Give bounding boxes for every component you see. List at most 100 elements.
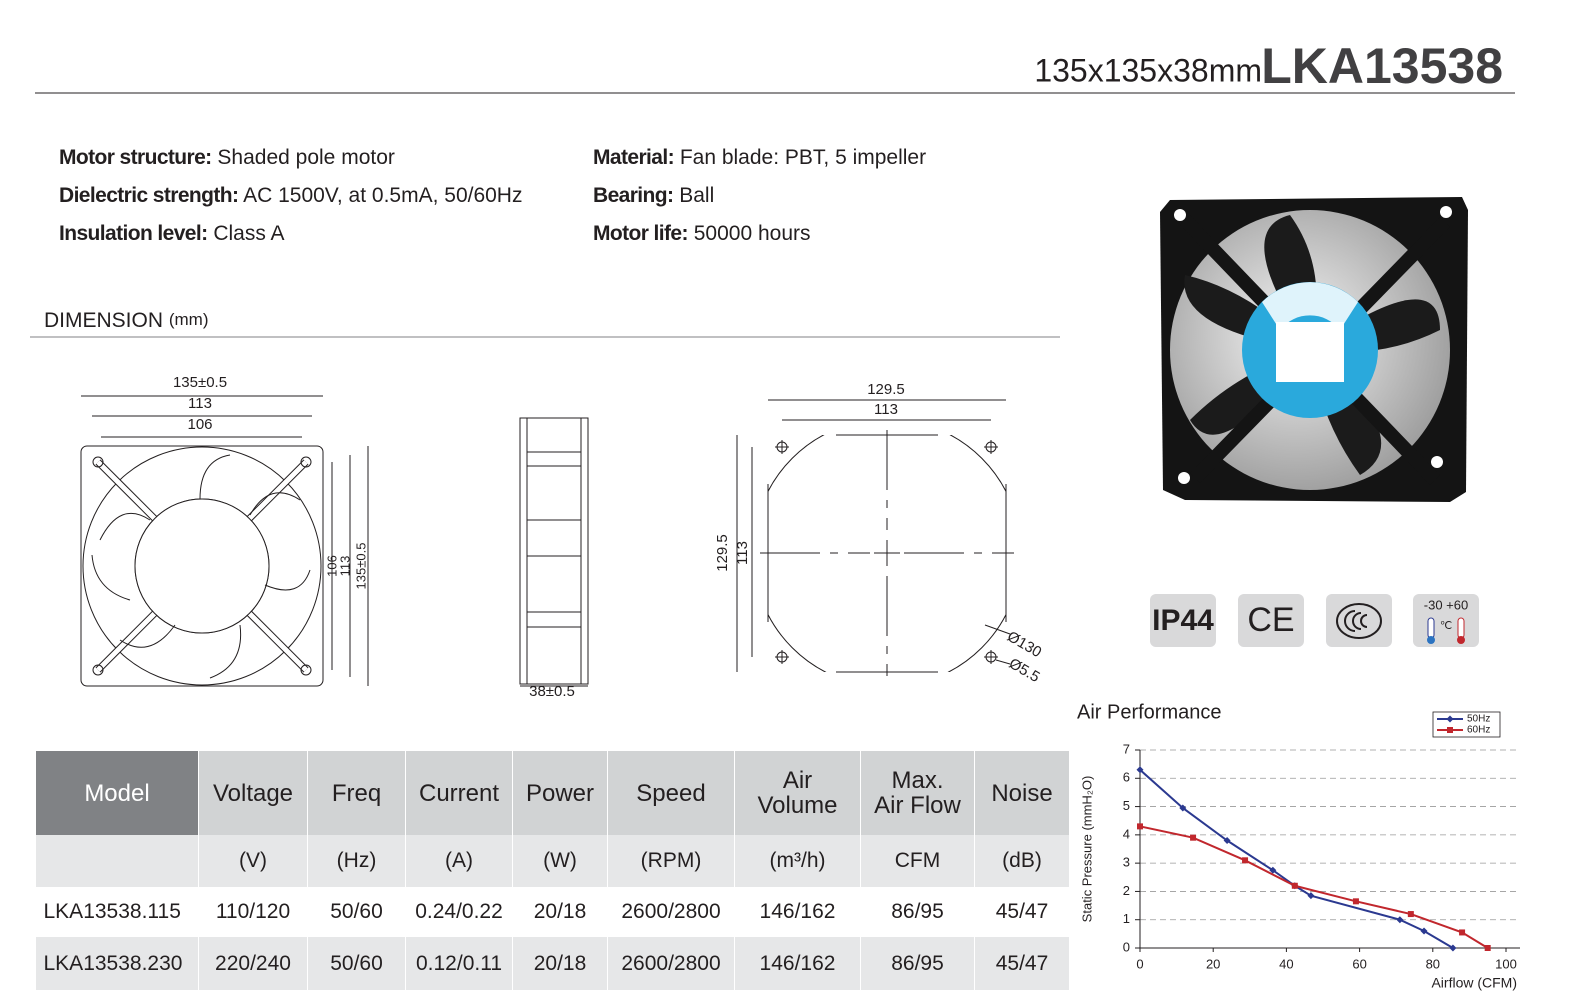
units-cell: (W) (512, 835, 608, 887)
struts-inner (96, 460, 308, 672)
data-cell: 50/60 (307, 937, 406, 990)
dim-title: DIMENSION (44, 309, 163, 332)
fan-hole (1174, 209, 1186, 221)
spec: Material: Fan blade: PBT, 5 impeller (593, 146, 926, 170)
thermo-cold-bulb (1427, 636, 1435, 644)
y-tick-label: 1 (1123, 911, 1130, 926)
table: Model Voltage Freq Current Power Speed Air Vol… (35, 751, 1069, 990)
thermo-hot-bulb (1457, 636, 1465, 644)
spec-value: Ball (679, 184, 715, 207)
front-view (80, 395, 369, 687)
x-tick-label: 60 (1352, 956, 1366, 971)
marker (1352, 898, 1359, 905)
data-cell: 45/47 (974, 937, 1069, 990)
chart-title: Air Performance (1077, 701, 1222, 723)
dim-label: 129.5 (714, 534, 731, 572)
badge (1326, 594, 1392, 647)
opening (82, 446, 322, 686)
fan-hole (1431, 456, 1443, 468)
spec: Motor structure: Shaded pole motor (59, 146, 395, 170)
holes (775, 440, 998, 664)
thermo-hot (1457, 617, 1465, 639)
marker (1307, 892, 1315, 900)
data-cell: 45/47 (974, 887, 1069, 937)
marker (1179, 804, 1187, 812)
header-cell: Current (405, 751, 513, 835)
marker (1269, 866, 1277, 874)
spec-label: Motor structure: (59, 146, 212, 169)
x-tick-label: 100 (1495, 956, 1517, 971)
fan-label-arc (1262, 282, 1358, 330)
spec: Bearing: Ball (593, 184, 714, 208)
spec-value: AC 1500V, at 0.5mA, 50/60Hz (243, 184, 523, 207)
data-cell: 20/18 (512, 937, 608, 990)
data-cell: 146/162 (734, 937, 861, 990)
hole (300, 664, 312, 676)
y-tick-label: 5 (1123, 798, 1130, 813)
header-cell: Voltage (198, 751, 308, 835)
hub-fill (134, 498, 270, 634)
data-row: LKA13538.115 110/120 50/60 0.24/0.22 20/18 26… (35, 887, 1069, 937)
spec-label: Motor life: (593, 222, 688, 245)
data-cell: 2600/2800 (607, 887, 735, 937)
hole-cross (984, 440, 998, 454)
data-cell: 110/120 (198, 887, 308, 937)
x-tick-label: 20 (1206, 956, 1220, 971)
mount-view (736, 399, 1014, 676)
fan-photo (1160, 197, 1468, 502)
data-cell: 146/162 (734, 887, 861, 937)
badge-temp-unit: ℃ (1440, 620, 1452, 632)
dim-label: 135±0.5 (173, 374, 227, 391)
y-tick-label: 2 (1123, 883, 1130, 898)
dim-label: 106 (324, 555, 339, 577)
badge (1238, 594, 1304, 647)
hole-cross (775, 440, 789, 454)
size: 135x135x38mm (1034, 52, 1262, 88)
fan-hole (1440, 206, 1452, 218)
units-cell: (m³/h) (734, 835, 861, 887)
fan-label (1276, 322, 1344, 382)
model: LKA13538 (1261, 38, 1503, 94)
dim-label: 113 (188, 395, 212, 412)
hole-cross (984, 650, 998, 664)
units-cell: (RPM) (607, 835, 735, 887)
hole (92, 456, 104, 468)
units-cell: (V) (198, 835, 308, 887)
x-tick-label: 40 (1279, 956, 1293, 971)
dim-label: 113 (337, 556, 352, 577)
marker (1420, 927, 1428, 935)
marker (1396, 916, 1404, 924)
dim-label: 129.5 (867, 381, 905, 398)
y-tick-label: 3 (1123, 855, 1130, 870)
legend-label: 60Hz (1467, 725, 1490, 736)
data-cell: 50/60 (307, 887, 406, 937)
spec-label: Material: (593, 146, 675, 169)
spec-label: Dielectric strength: (59, 184, 239, 207)
data-cell: 0.12/0.11 (405, 937, 513, 990)
data-cell: 220/240 (198, 937, 308, 990)
dimension-title: DIMENSION (mm) (44, 309, 209, 332)
dim-label: 113 (734, 541, 751, 565)
x-axis-label: Airflow (CFM) (1431, 975, 1517, 991)
series-line (1139, 825, 1489, 949)
dim-label: Ø5.5 (1006, 655, 1043, 686)
marker (1449, 944, 1457, 952)
side-view (519, 417, 589, 687)
marker (1242, 857, 1249, 864)
dim-label: 106 (187, 416, 212, 433)
y-tick-label: 7 (1123, 741, 1130, 756)
legend-label: 50Hz (1467, 714, 1490, 725)
marker (1137, 823, 1143, 830)
hole (92, 664, 104, 676)
data-cell: 86/95 (860, 937, 975, 990)
units-cell: CFM (860, 835, 975, 887)
units-cell: (Hz) (307, 835, 406, 887)
marker (1190, 834, 1197, 841)
y-axis-label: Static Pressure (mmH₂O) (1079, 776, 1094, 923)
certifications: IP44 CE -30 +60 ℃ (1150, 594, 1479, 647)
marker (1447, 727, 1453, 733)
data-cell: 20/18 (512, 887, 608, 937)
hole (300, 456, 312, 468)
badge-ce: CE (1247, 601, 1294, 639)
